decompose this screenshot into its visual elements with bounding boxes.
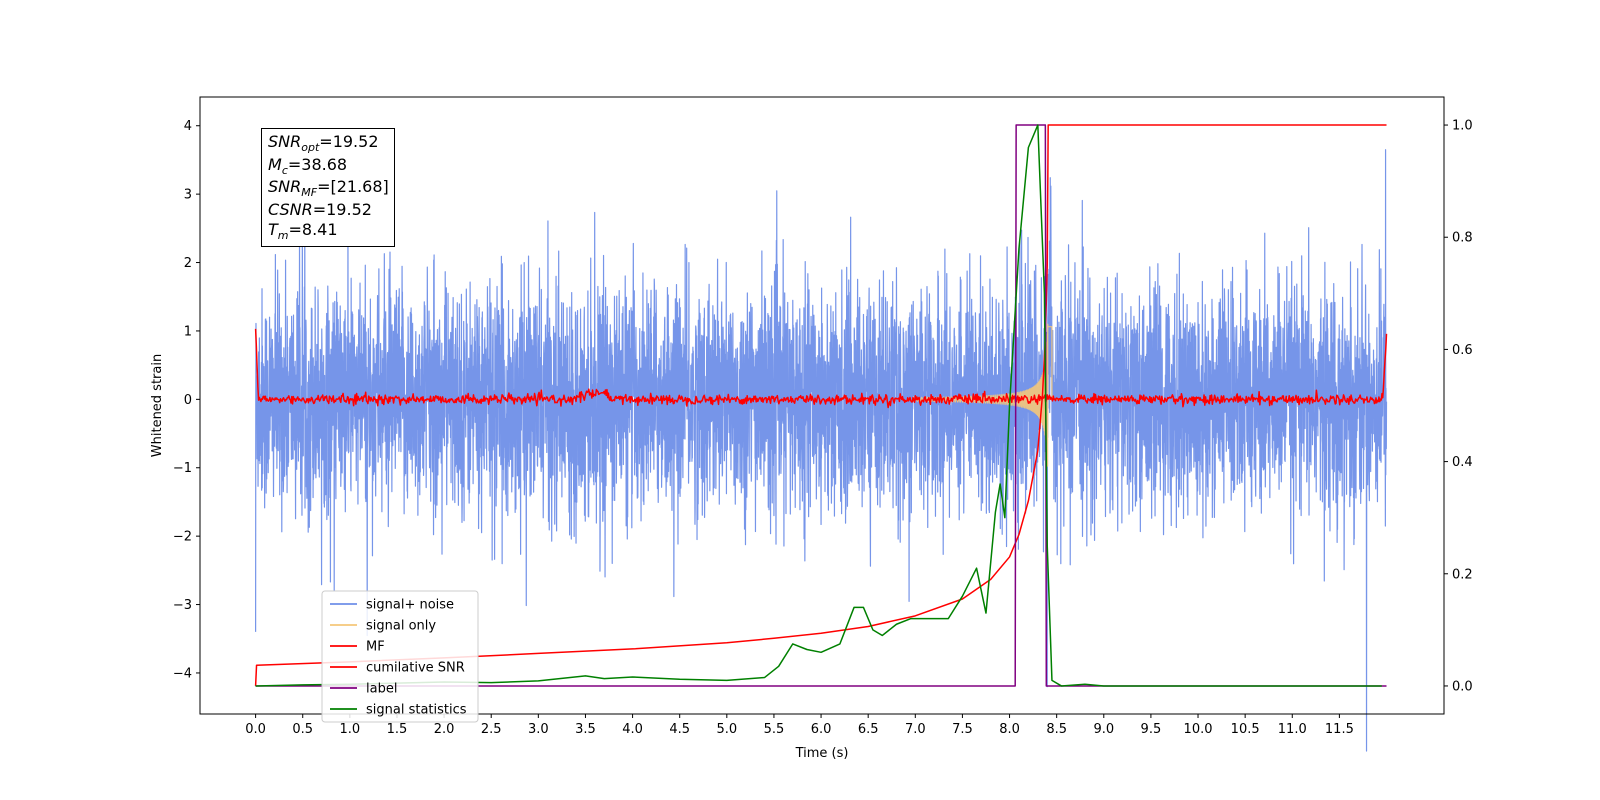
legend-label: cumilative SNR <box>366 661 465 676</box>
snr-opt-subscript: opt <box>301 141 320 154</box>
x-tick-label: 8.5 <box>1046 722 1067 737</box>
snr-mf-row: SNRMF=[21.68] <box>268 177 389 200</box>
legend-label: signal only <box>366 619 436 634</box>
y-tick-label: 0 <box>184 393 192 408</box>
y-tick-label: 3 <box>184 188 192 203</box>
x-tick-label: 2.0 <box>434 722 455 737</box>
y-axis-label: Whitened strain <box>150 354 165 457</box>
legend-label: MF <box>366 640 385 655</box>
series-mf-line <box>254 328 1388 409</box>
legend-entry-signal-statistics: signal statistics <box>330 703 467 718</box>
x-tick-label: 10.5 <box>1231 722 1260 737</box>
y-right-tick-label: 0.6 <box>1452 343 1473 358</box>
series-signal-statistics-line <box>255 124 1382 687</box>
y-tick-label: −3 <box>173 598 192 613</box>
legend-entry-signal-only: signal only <box>330 619 436 634</box>
x-tick-label: 4.0 <box>622 722 643 737</box>
csnr-row: CSNR=19.52 <box>268 200 389 221</box>
y-right-tick-label: 0.8 <box>1452 231 1473 246</box>
x-tick-label: 6.0 <box>811 722 832 737</box>
y-right-tick-label: 0.4 <box>1452 455 1473 470</box>
legend-box <box>321 590 479 723</box>
x-tick-label: 0.0 <box>245 722 266 737</box>
merger-time-value: =8.41 <box>288 220 338 239</box>
legend-entry-cumulative-snr: cumilative SNR <box>330 661 465 676</box>
series-cumulative-snr-line <box>254 124 1387 686</box>
chirp-mass-value: =38.68 <box>287 154 348 174</box>
legend-label: signal statistics <box>366 703 467 718</box>
x-tick-label: 6.5 <box>858 722 879 737</box>
legend-entry-signal-plus-noise: signal+ noise <box>330 598 454 613</box>
snr-mf-value: =[21.68] <box>317 177 389 196</box>
x-tick-label: 9.5 <box>1141 722 1162 737</box>
y-tick-label: −4 <box>173 666 192 681</box>
x-tick-label: 3.5 <box>575 722 596 737</box>
snr-mf-symbol: SNR <box>268 177 302 196</box>
series-signal-plus-noise-line <box>255 149 1388 752</box>
x-tick-label: 3.0 <box>528 722 549 737</box>
snr-opt-row: SNRopt=19.52 <box>268 132 389 155</box>
y-right-tick-label: 0.0 <box>1452 679 1473 694</box>
x-tick-label: 5.5 <box>764 722 785 737</box>
x-tick-label: 1.5 <box>387 722 408 737</box>
y-tick-label: 2 <box>184 256 192 271</box>
x-tick-label: 2.5 <box>481 722 502 737</box>
legend-label: label <box>366 682 397 697</box>
csnr-symbol: CSNR <box>268 199 313 219</box>
legend-entry-label: label <box>330 682 397 697</box>
plot-area <box>254 124 1388 752</box>
snr-mf-subscript: MF <box>301 186 318 199</box>
x-tick-label: 8.0 <box>999 722 1020 737</box>
x-tick-label: 11.0 <box>1278 722 1307 737</box>
merger-time-row: Tm=8.41 <box>268 220 389 243</box>
snr-info-box: SNRopt=19.52 Mc=38.68 SNRMF=[21.68] CSNR… <box>261 128 395 247</box>
x-tick-label: 9.0 <box>1093 722 1114 737</box>
snr-opt-symbol: SNR <box>268 132 302 151</box>
x-tick-label: 5.0 <box>716 722 737 737</box>
x-tick-label: 4.5 <box>669 722 690 737</box>
x-axis-label: Time (s) <box>795 746 849 761</box>
csnr-value: =19.52 <box>312 199 372 219</box>
x-tick-label: 0.5 <box>292 722 313 737</box>
legend: signal+ noise signal only MF cumilative SNR… <box>321 590 479 723</box>
y-tick-label: −1 <box>173 461 192 476</box>
y-right-tick-label: 1.0 <box>1452 119 1473 134</box>
y-tick-label: −2 <box>173 530 192 545</box>
axes: 0.0 0.5 1.0 1.5 2.0 2.5 3.0 3.5 4.0 4.5 5.0 5.5 6.0 6… <box>150 96 1473 761</box>
merger-time-subscript: m <box>277 229 289 242</box>
x-tick-label: 11.5 <box>1325 722 1354 737</box>
legend-entry-mf: MF <box>330 640 385 655</box>
chirp-mass-symbol: M <box>268 154 282 174</box>
merger-time-symbol: T <box>268 220 278 239</box>
chirp-mass-row: Mc=38.68 <box>268 155 389 178</box>
y-tick-label: 1 <box>184 324 192 339</box>
x-tick-label: 7.5 <box>952 722 973 737</box>
y-tick-label: 4 <box>184 119 192 134</box>
snr-opt-value: =19.52 <box>319 132 379 151</box>
x-tick-label: 10.0 <box>1184 722 1213 737</box>
legend-label: signal+ noise <box>366 598 454 613</box>
axes-frame <box>199 96 1445 715</box>
y-right-tick-label: 0.2 <box>1452 567 1473 582</box>
x-tick-label: 1.0 <box>340 722 361 737</box>
x-tick-label: 7.0 <box>905 722 926 737</box>
chirp-mass-subscript: c <box>281 163 288 177</box>
